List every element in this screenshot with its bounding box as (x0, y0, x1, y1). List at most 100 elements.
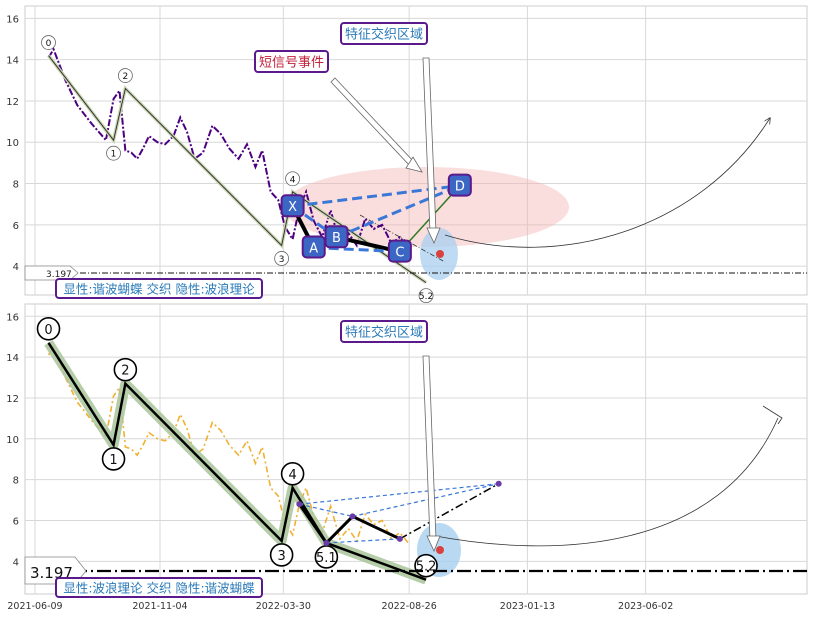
harmonic-point-label: B (332, 231, 341, 246)
wave-point-label: 1 (111, 150, 117, 160)
wave-point-label: 2 (121, 364, 129, 379)
harmonic-leg-cd (399, 483, 500, 540)
signal-dot (436, 546, 444, 554)
top-short-signal-arrowhead (405, 156, 423, 173)
bottom-harmonic-pattern (298, 483, 500, 546)
wave-point-marker (418, 288, 434, 304)
harmonic-point-dot (323, 539, 330, 546)
y-tick-label: 16 (6, 312, 19, 323)
y-tick-label: 12 (6, 394, 19, 405)
y-tick-label: 6 (13, 221, 19, 232)
wave-point-label: 5.1 (316, 551, 337, 566)
wave-point-marker (117, 68, 133, 83)
top-point-labels: 0 1 2 3 4 5.2 X AB C D (41, 35, 472, 304)
signal-guide-line (359, 214, 446, 263)
wave-point-label: 3 (277, 549, 285, 564)
harmonic-point-label: A (309, 242, 318, 257)
bottom-projection-arrowhead (762, 405, 783, 425)
wave-point-label: 4 (290, 175, 296, 185)
top-legend-box (55, 278, 263, 299)
y-tick-label: 16 (6, 14, 19, 25)
harmonic-point-box (447, 173, 472, 197)
intersection-zone (283, 167, 569, 247)
y-tick-label: 8 (13, 476, 19, 487)
harmonic-point-label: D (455, 180, 465, 195)
x-tick-label: 2021-11-04 (132, 601, 187, 612)
harmonic-point-box (324, 225, 349, 249)
bottom-y-axis: 4 6 8 10 12 14 16 (6, 312, 19, 568)
wave-point-marker (269, 543, 294, 567)
bottom-intersection-box (340, 320, 428, 343)
bottom-projection-curve (429, 417, 779, 547)
wave-point-label: 3 (279, 255, 285, 265)
harmonic-point-dot (296, 501, 303, 508)
top-baseline-pointer (24, 265, 79, 281)
y-tick-label: 14 (6, 56, 19, 67)
wave-point-marker (274, 251, 290, 266)
top-short-signal-label: 短信号事件 (259, 56, 324, 71)
x-tick-label: 2021-06-09 (7, 601, 62, 612)
top-projection-curve (444, 118, 770, 248)
wave-point-label: 2 (123, 72, 129, 82)
wave-point-marker (101, 447, 126, 471)
bottom-plot-frame (24, 303, 808, 595)
signal-dot (436, 250, 444, 258)
harmonic-ratio-line (352, 483, 499, 517)
harmonic-point-dot (396, 535, 403, 542)
bottom-legend-label: 显性:波浪理论 交织 隐性:谐波蝴蝶 (63, 581, 255, 596)
x-tick-label: 2022-03-30 (256, 601, 311, 612)
wave-point-label: 0 (44, 323, 52, 338)
bottom-grid (25, 304, 807, 594)
harmonic-point-label: X (288, 200, 297, 215)
y-tick-label: 10 (6, 138, 19, 149)
x-tick-label: 2023-01-13 (500, 601, 555, 612)
harmonic-point-label: C (395, 246, 404, 261)
x-tick-label: 2023-06-02 (618, 601, 673, 612)
top-short-signal-box (254, 50, 329, 73)
wave-point-marker (106, 145, 121, 161)
y-tick-label: 6 (13, 516, 19, 527)
y-tick-label: 14 (6, 353, 19, 364)
top-intersection-box (340, 22, 428, 45)
wave-point-marker (280, 462, 305, 486)
y-tick-label: 4 (13, 557, 19, 568)
wave-point-label: 1 (109, 453, 117, 468)
harmonic-ratio-line (299, 503, 353, 517)
x-tick-label: 2022-08-26 (382, 601, 437, 612)
wave-point-marker (285, 171, 301, 187)
top-y-axis: 4 6 8 10 12 14 16 (6, 14, 19, 273)
bottom-legend-box (55, 577, 263, 598)
top-intersection-label: 特征交织区域 (345, 27, 423, 43)
harmonic-ratio-line (326, 538, 400, 544)
harmonic-ratio-line (299, 483, 499, 505)
harmonic-ratio-line (335, 184, 461, 239)
bottom-intersection-label: 特征交织区域 (345, 325, 423, 341)
top-baseline-label: 3.197 (46, 270, 72, 280)
top-wave-path (47, 54, 428, 285)
harmonic-legs (298, 503, 401, 546)
top-intersection-arrowhead (426, 227, 441, 245)
wave-point-label: 5.2 (416, 560, 437, 575)
wave-line (48, 55, 427, 284)
wave-point-label: 0 (46, 39, 52, 49)
harmonic-point-box (387, 239, 412, 263)
y-tick-label: 4 (13, 262, 19, 273)
y-tick-label: 8 (13, 180, 19, 191)
wave-point-label: 4 (288, 468, 296, 483)
harmonic-point-dot (495, 480, 502, 487)
bottom-intersection-arrowhead (426, 535, 441, 553)
harmonic-point-box (301, 235, 326, 259)
top-shapes (283, 167, 569, 280)
top-legend-label: 显性:谐波蝴蝶 交织 隐性:波浪理论 (63, 282, 255, 297)
harmonic-point-box (280, 194, 305, 218)
wave-point-marker (41, 35, 56, 50)
wave-point-marker (113, 357, 138, 382)
y-tick-label: 12 (6, 97, 19, 108)
harmonic-point-dot (349, 513, 356, 520)
wave-point-marker (36, 317, 61, 341)
y-tick-label: 10 (6, 435, 19, 446)
wave-point-label: 5.2 (419, 292, 433, 302)
